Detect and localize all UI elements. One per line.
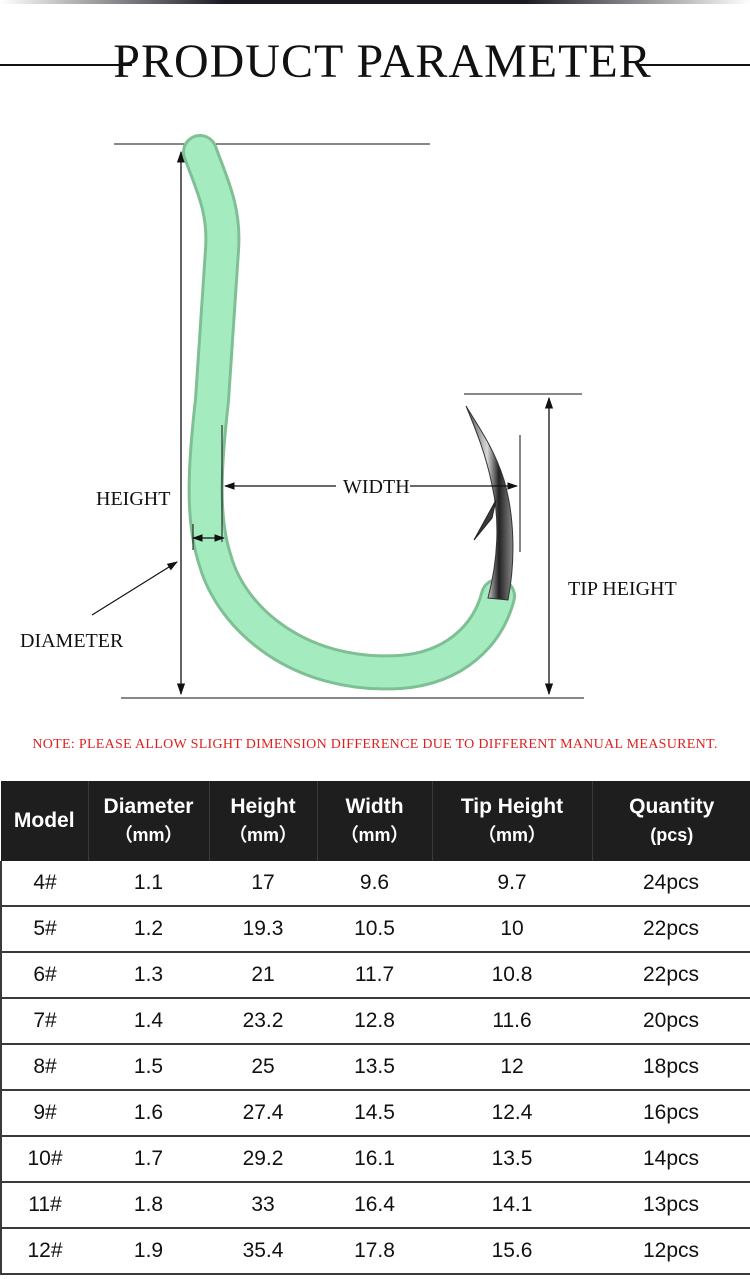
table-cell: 1.7 — [88, 1136, 209, 1183]
table-cell: 11# — [0, 1182, 88, 1229]
table-cell: 15.6 — [432, 1228, 592, 1275]
page-title: PRODUCT PARAMETER — [113, 35, 652, 88]
table-cell: 12 — [432, 1044, 592, 1091]
spec-table-body: 4# 1.1 17 9.6 9.7 24pcs 5# 1.2 19.3 10.5 10 22pcs 6#… — [0, 861, 750, 1275]
title-rule-right — [636, 64, 750, 66]
table-cell: 6# — [0, 952, 88, 999]
table-cell: 12# — [0, 1228, 88, 1275]
column-header-unit: （mm） — [228, 825, 297, 845]
table-cell: 11.6 — [432, 998, 592, 1045]
hook-dimension-diagram: HEIGHT WIDTH TIP HEIGHT DIAMETER — [0, 130, 750, 720]
table-cell: 10 — [432, 906, 592, 953]
table-cell: 10# — [0, 1136, 88, 1183]
table-cell: 12.8 — [317, 998, 432, 1045]
table-cell: 14pcs — [592, 1136, 750, 1183]
table-cell: 8# — [0, 1044, 88, 1091]
table-cell: 12pcs — [592, 1228, 750, 1275]
diameter-label: DIAMETER — [20, 630, 124, 652]
table-cell: 20pcs — [592, 998, 750, 1045]
table-row: 11# 1.8 33 16.4 14.1 13pcs — [0, 1182, 750, 1229]
column-header: Width （mm） — [316, 781, 432, 861]
table-cell: 21 — [209, 952, 317, 999]
table-row: 7# 1.4 23.2 12.8 11.6 20pcs — [0, 998, 750, 1045]
table-cell: 25 — [209, 1044, 317, 1091]
table-cell: 19.3 — [209, 906, 317, 953]
table-cell: 1.4 — [88, 998, 209, 1045]
table-cell: 12.4 — [432, 1090, 592, 1137]
table-cell: 1.2 — [88, 906, 209, 953]
table-cell: 13pcs — [592, 1182, 750, 1229]
table-cell: 18pcs — [592, 1044, 750, 1091]
table-cell: 10.5 — [317, 906, 432, 953]
table-cell: 33 — [209, 1182, 317, 1229]
table-cell: 16pcs — [592, 1090, 750, 1137]
table-row: 4# 1.1 17 9.6 9.7 24pcs — [0, 861, 750, 907]
table-cell: 1.3 — [88, 952, 209, 999]
table-cell: 23.2 — [209, 998, 317, 1045]
table-cell: 22pcs — [592, 952, 750, 999]
table-cell: 5# — [0, 906, 88, 953]
top-decor-strip — [0, 0, 750, 4]
table-cell: 14.1 — [432, 1182, 592, 1229]
table-cell: 16.1 — [317, 1136, 432, 1183]
table-cell: 17 — [209, 861, 317, 907]
column-header: Model — [1, 781, 88, 861]
spec-table: Model Diameter （mm） Height （mm） Width （mm） … — [0, 781, 750, 1275]
table-cell: 1.9 — [88, 1228, 209, 1275]
column-header-label: Quantity — [629, 795, 715, 818]
diameter-leader — [91, 561, 178, 616]
column-header-label: Width — [345, 795, 404, 818]
measurement-note: NOTE: PLEASE ALLOW SLIGHT DIMENSION DIFF… — [32, 737, 718, 752]
table-cell: 10.8 — [432, 952, 592, 999]
column-header-label: Tip Height — [460, 795, 564, 818]
table-cell: 7# — [0, 998, 88, 1045]
column-header-unit: (pcs) — [650, 825, 694, 845]
table-cell: 1.1 — [88, 861, 209, 907]
table-row: 6# 1.3 21 11.7 10.8 22pcs — [0, 952, 750, 999]
table-cell: 9.7 — [432, 861, 592, 907]
height-label: HEIGHT — [96, 488, 170, 510]
table-cell: 24pcs — [592, 861, 750, 907]
table-cell: 22pcs — [592, 906, 750, 953]
table-cell: 13.5 — [432, 1136, 592, 1183]
width-label: WIDTH — [343, 476, 410, 498]
table-cell: 14.5 — [317, 1090, 432, 1137]
fishing-hook — [182, 134, 516, 691]
column-header: Quantity (pcs) — [591, 781, 750, 861]
table-cell: 4# — [0, 861, 88, 907]
table-cell: 1.8 — [88, 1182, 209, 1229]
tip-height-label: TIP HEIGHT — [568, 578, 677, 600]
table-cell: 16.4 — [317, 1182, 432, 1229]
column-header: Height （mm） — [208, 781, 317, 861]
table-cell: 9.6 — [317, 861, 432, 907]
table-cell: 9# — [0, 1090, 88, 1137]
table-row: 5# 1.2 19.3 10.5 10 22pcs — [0, 906, 750, 953]
column-header-unit: （mm） — [340, 825, 409, 845]
table-header-row: Model Diameter （mm） Height （mm） Width （mm） … — [1, 781, 750, 861]
table-cell: 35.4 — [209, 1228, 317, 1275]
table-cell: 1.5 — [88, 1044, 209, 1091]
column-header: Tip Height （mm） — [431, 781, 592, 861]
table-cell: 29.2 — [209, 1136, 317, 1183]
table-cell: 13.5 — [317, 1044, 432, 1091]
column-header-label: Height — [230, 795, 296, 818]
column-header-unit: （mm） — [477, 825, 546, 845]
column-header-unit: （mm） — [114, 825, 183, 845]
table-cell: 27.4 — [209, 1090, 317, 1137]
table-cell: 11.7 — [317, 952, 432, 999]
table-row: 12# 1.9 35.4 17.8 15.6 12pcs — [0, 1228, 750, 1275]
table-row: 10# 1.7 29.2 16.1 13.5 14pcs — [0, 1136, 750, 1183]
column-header: Diameter （mm） — [87, 781, 209, 861]
table-row: 9# 1.6 27.4 14.5 12.4 16pcs — [0, 1090, 750, 1137]
table-cell: 1.6 — [88, 1090, 209, 1137]
column-header-label: Model — [13, 809, 75, 832]
table-cell: 17.8 — [317, 1228, 432, 1275]
column-header-label: Diameter — [103, 795, 194, 818]
table-row: 8# 1.5 25 13.5 12 18pcs — [0, 1044, 750, 1091]
title-rule-left — [0, 64, 132, 66]
